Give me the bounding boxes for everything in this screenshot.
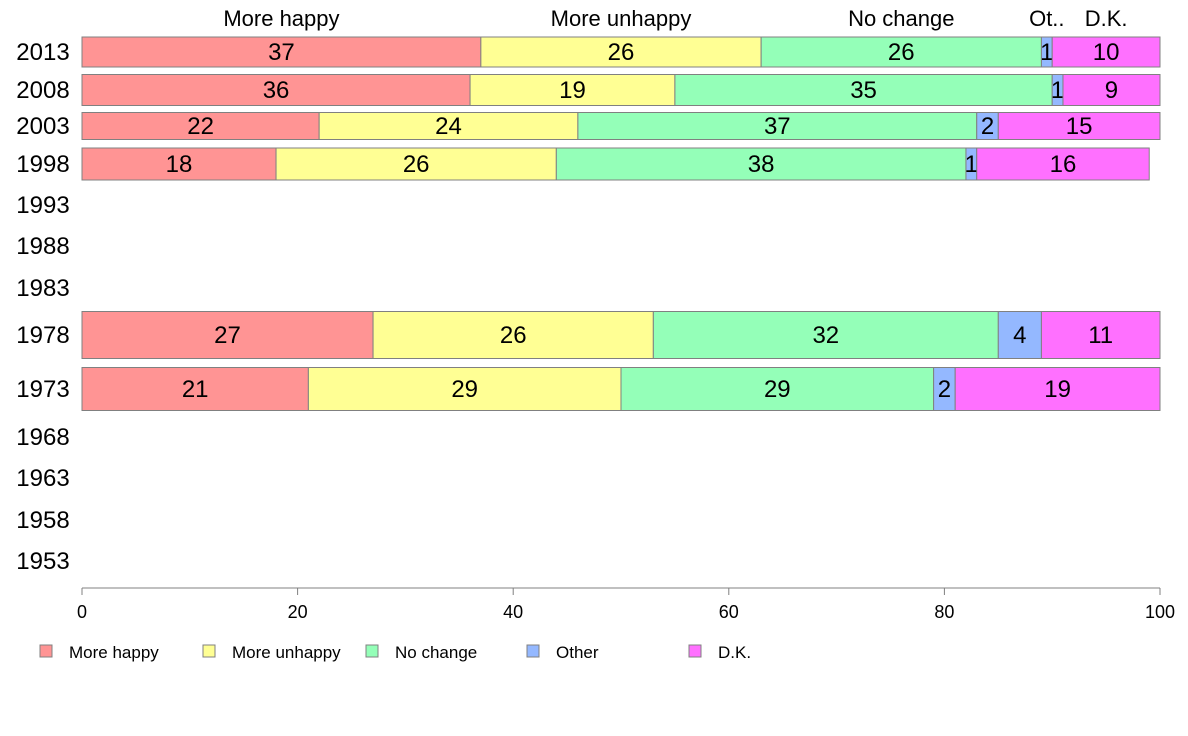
- data-label: 37: [268, 39, 295, 66]
- year-label: 1998: [16, 151, 69, 178]
- data-label: 38: [748, 151, 775, 178]
- series-header-label: No change: [848, 6, 954, 31]
- legend-swatch: [202, 644, 216, 658]
- year-label: 2013: [16, 39, 69, 66]
- year-label: 2008: [16, 77, 69, 104]
- year-label: 1968: [16, 424, 69, 451]
- bar-segment: [307, 367, 622, 411]
- data-label: 36: [263, 77, 290, 104]
- data-label: 32: [812, 322, 839, 349]
- bar-segment: [760, 36, 1042, 68]
- x-tick-label: 100: [1145, 602, 1175, 622]
- x-tick-label: 20: [288, 602, 308, 622]
- data-label: 29: [764, 376, 791, 403]
- year-label: 1958: [16, 507, 69, 534]
- bar-segment: [1040, 311, 1161, 359]
- year-label: 1973: [16, 376, 69, 403]
- data-label: 1: [1040, 39, 1053, 66]
- legend-swatch: [365, 644, 379, 658]
- data-label: 27: [214, 322, 241, 349]
- data-label: 24: [435, 113, 462, 140]
- legend-label: Other: [556, 643, 599, 662]
- bar-segment: [275, 147, 557, 181]
- bar-segment: [674, 74, 1053, 106]
- year-label: 1953: [16, 548, 69, 575]
- bar-segment: [81, 147, 277, 181]
- bar-segment: [81, 112, 320, 140]
- year-label: 1983: [16, 275, 69, 302]
- bar-segment: [81, 36, 482, 68]
- bar-segment: [577, 112, 978, 140]
- bar-segment: [1051, 36, 1161, 68]
- series-header-label: More unhappy: [551, 6, 692, 31]
- data-label: 11: [1088, 322, 1113, 349]
- year-label: 1978: [16, 322, 69, 349]
- bar-segment: [480, 36, 762, 68]
- data-label: 19: [1044, 376, 1071, 403]
- legend-swatch: [688, 644, 702, 658]
- data-label: 10: [1093, 39, 1120, 66]
- data-label: 35: [850, 77, 877, 104]
- bar-segment: [1062, 74, 1161, 106]
- legend-label: No change: [395, 643, 477, 662]
- data-label: 22: [187, 113, 214, 140]
- bar-segment: [997, 311, 1042, 359]
- bar-segment: [997, 112, 1161, 140]
- x-tick-label: 80: [934, 602, 954, 622]
- series-header-label: More happy: [223, 6, 339, 31]
- data-label: 21: [182, 376, 209, 403]
- data-label: 15: [1066, 113, 1093, 140]
- year-label: 1988: [16, 233, 69, 260]
- data-label: 2: [938, 376, 951, 403]
- year-label: 1993: [16, 192, 69, 219]
- bar-segment: [652, 311, 999, 359]
- legend-label: More happy: [69, 643, 159, 662]
- data-label: 26: [403, 151, 430, 178]
- bar-segment: [555, 147, 967, 181]
- data-label: 26: [608, 39, 635, 66]
- bar-segment: [954, 367, 1161, 411]
- data-label: 16: [1050, 151, 1077, 178]
- data-label: 1: [965, 151, 978, 178]
- bar-segment: [81, 74, 471, 106]
- data-label: 9: [1105, 77, 1118, 104]
- legend-swatch: [39, 644, 53, 658]
- legend-label: D.K.: [718, 643, 751, 662]
- bar-segment: [81, 311, 374, 359]
- x-tick-label: 40: [503, 602, 523, 622]
- data-label: 26: [888, 39, 915, 66]
- legend-swatch: [526, 644, 540, 658]
- bar-segment: [372, 311, 654, 359]
- series-header-label: D.K.: [1085, 6, 1128, 31]
- data-label: 18: [166, 151, 193, 178]
- data-label: 26: [500, 322, 527, 349]
- x-tick-label: 0: [77, 602, 87, 622]
- series-header-label: Ot..: [1029, 6, 1064, 31]
- data-label: 19: [559, 77, 586, 104]
- data-label: 37: [764, 113, 791, 140]
- data-label: 29: [451, 376, 478, 403]
- bar-segment: [469, 74, 676, 106]
- data-label: 2: [981, 113, 994, 140]
- year-label: 2003: [16, 113, 69, 140]
- data-label: 4: [1013, 322, 1026, 349]
- x-tick-label: 60: [719, 602, 739, 622]
- year-label: 1963: [16, 465, 69, 492]
- legend-label: More unhappy: [232, 643, 341, 662]
- bar-segment: [976, 147, 1150, 181]
- data-label: 1: [1051, 77, 1064, 104]
- bar-segment: [620, 367, 935, 411]
- bar-segment: [81, 367, 309, 411]
